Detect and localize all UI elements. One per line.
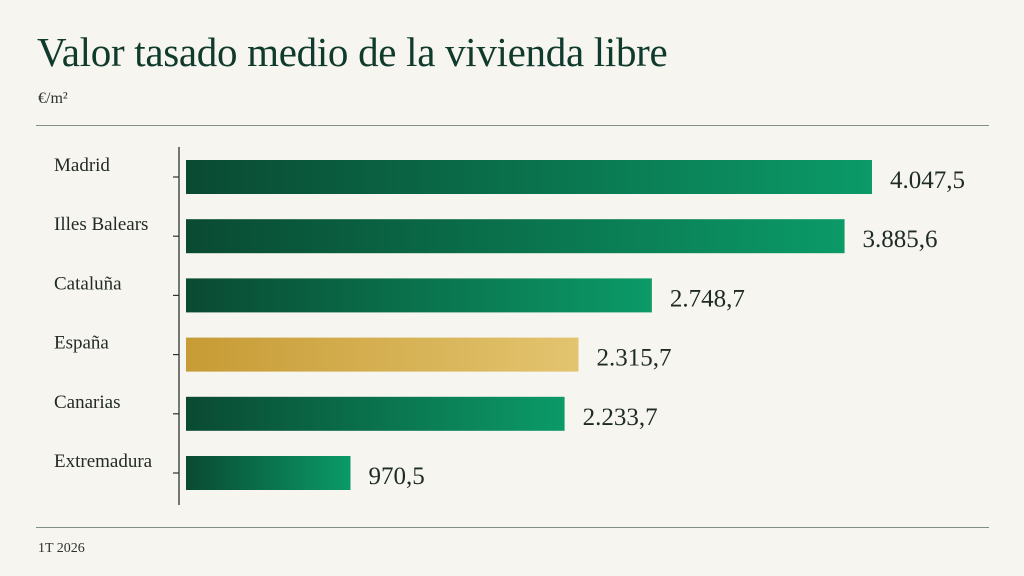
top-divider — [36, 125, 989, 126]
value-label: 3.885,6 — [863, 226, 938, 253]
category-label: Extremadura — [54, 451, 153, 472]
period-label: 1T 2026 — [38, 541, 85, 556]
category-label: Illes Balears — [54, 214, 148, 235]
category-label: Canarias — [54, 392, 120, 413]
bar — [186, 456, 351, 490]
value-label: 4.047,5 — [890, 167, 965, 194]
bar — [186, 396, 565, 431]
chart-title: Valor tasado medio de la vivienda libre — [37, 29, 668, 75]
category-label: Madrid — [54, 155, 110, 176]
bar — [186, 219, 845, 254]
bar — [186, 160, 872, 194]
value-label: 2.748,7 — [670, 285, 745, 312]
bar — [186, 278, 652, 313]
category-label: España — [54, 333, 109, 354]
value-label: 2.315,7 — [596, 345, 671, 372]
unit-label: €/m² — [38, 90, 68, 107]
value-label: 970,5 — [368, 463, 424, 490]
category-label: Cataluña — [54, 273, 122, 294]
bottom-divider — [36, 527, 989, 528]
bar-highlight — [186, 337, 579, 372]
value-label: 2.233,7 — [583, 404, 658, 431]
